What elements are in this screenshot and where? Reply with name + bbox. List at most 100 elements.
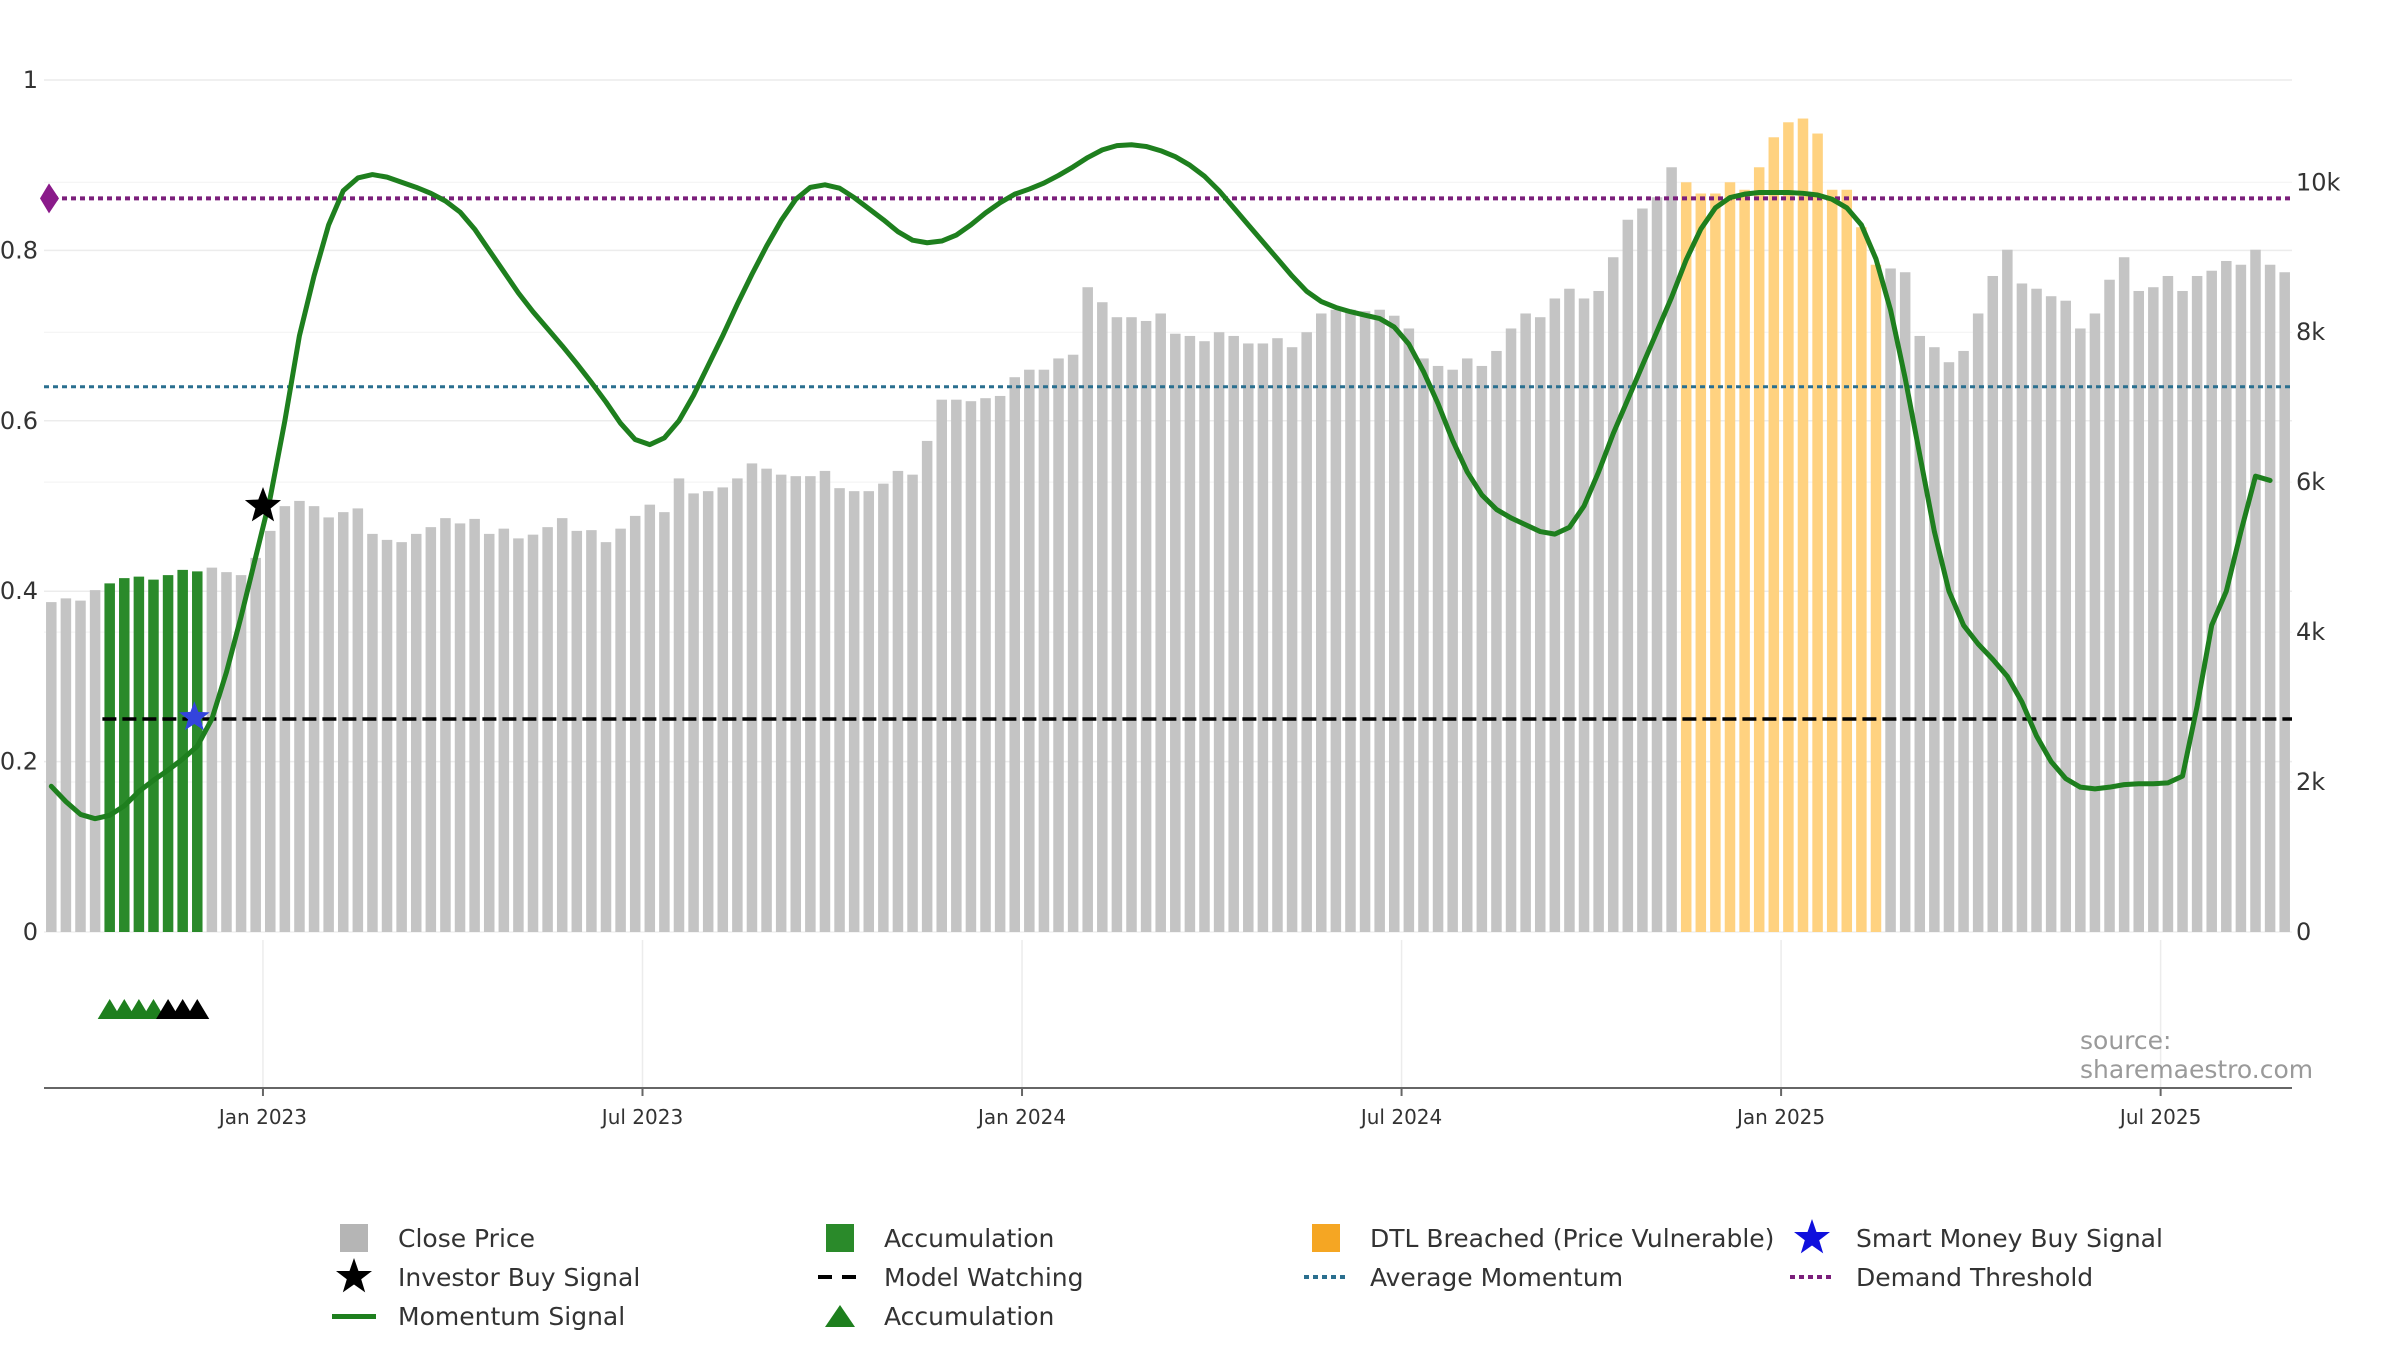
price-bar — [1549, 298, 1561, 932]
price-bar — [1461, 358, 1473, 932]
price-bar — [717, 487, 729, 932]
price-bar — [498, 528, 510, 932]
price-bar — [2250, 249, 2261, 932]
price-bar — [75, 600, 86, 932]
price-bar — [965, 401, 977, 933]
smart-money-buy-signal-marker — [179, 701, 210, 731]
price-bar — [396, 542, 407, 932]
price-bar — [1389, 315, 1400, 932]
price-bar — [221, 572, 232, 932]
price-bar — [1447, 369, 1458, 932]
price-bar — [235, 575, 247, 932]
price-bar — [1330, 309, 1342, 932]
left-axis-tick-label: 0.4 — [0, 577, 38, 605]
price-bar — [2235, 264, 2247, 932]
price-bar — [819, 470, 831, 932]
dtl-breached-bar — [1841, 189, 1853, 932]
price-bar — [367, 533, 378, 932]
price-bar — [1534, 317, 1546, 933]
investor-buy-signal-marker — [244, 487, 281, 522]
price-bar — [629, 515, 641, 932]
price-bar — [425, 527, 437, 932]
price-bar — [323, 517, 334, 932]
price-bar — [1301, 332, 1312, 932]
price-bar — [775, 474, 787, 932]
price-bar — [848, 491, 860, 932]
right-axis-tick-label: 8k — [2296, 318, 2325, 346]
price-bar — [1155, 313, 1166, 933]
accumulation-bar — [133, 576, 145, 932]
price-bar — [513, 538, 524, 932]
price-bar — [1987, 275, 1999, 933]
price-bar — [586, 530, 597, 932]
x-axis-tick-label: Jan 2023 — [217, 1105, 307, 1129]
price-bar — [1126, 317, 1137, 933]
accumulation-bar — [177, 569, 188, 932]
dtl-breached-bar — [1797, 118, 1809, 932]
price-bar — [907, 474, 918, 932]
price-bar — [673, 478, 685, 932]
price-bar — [600, 542, 612, 932]
price-bar — [1316, 313, 1327, 933]
price-bar — [790, 476, 802, 932]
price-bar — [2031, 288, 2042, 932]
accumulation-bar — [119, 578, 130, 932]
price-bar — [556, 518, 568, 932]
dtl-breached-bar — [1768, 137, 1780, 932]
price-bar — [1067, 354, 1079, 933]
right-axis-tick-label: 0 — [2296, 918, 2311, 946]
dtl-breached-bar — [1680, 182, 1692, 933]
price-bar — [805, 476, 816, 932]
accumulation-bar — [148, 579, 159, 932]
dtl-breached-bar — [1724, 182, 1736, 933]
price-bar — [1024, 369, 1035, 932]
price-bar — [2002, 249, 2013, 932]
price-bar — [994, 395, 1006, 933]
price-bar — [1038, 369, 1050, 932]
left-axis-tick-label: 1 — [23, 66, 38, 94]
price-bar — [2104, 279, 2115, 932]
price-bar — [1199, 341, 1210, 933]
accumulation-bar — [192, 571, 203, 932]
price-bar — [265, 530, 276, 932]
price-bar — [2133, 290, 2144, 932]
price-bar — [1491, 350, 1502, 932]
price-bar — [542, 527, 553, 932]
price-bar — [206, 567, 218, 932]
price-bar — [89, 590, 101, 932]
x-axis-tick-label: Jul 2023 — [600, 1105, 683, 1129]
dtl-breached-bar — [1870, 264, 1882, 932]
dtl-breached-bar — [1753, 167, 1765, 932]
demand-threshold-marker — [40, 183, 59, 214]
x-axis-tick-label: Jul 2025 — [2118, 1105, 2201, 1129]
price-bar — [352, 508, 364, 932]
price-bar — [732, 478, 743, 932]
price-bar — [1009, 377, 1020, 933]
right-axis-tick-label: 6k — [2296, 468, 2325, 496]
price-bar — [1140, 320, 1152, 932]
price-bar — [1359, 311, 1371, 932]
price-bar — [337, 512, 349, 932]
price-bar — [1272, 338, 1283, 932]
price-bar — [1374, 309, 1385, 932]
price-bar — [454, 523, 466, 932]
price-bar — [2191, 275, 2203, 933]
momentum-signal-line — [48, 142, 2273, 822]
price-bar — [1520, 313, 1531, 933]
price-bar — [2016, 283, 2028, 932]
accumulation-bar — [162, 575, 174, 932]
price-bar — [746, 463, 758, 932]
price-bar — [761, 468, 772, 932]
price-bar — [571, 530, 583, 932]
price-bar — [1476, 365, 1488, 932]
model-watching-triangle — [185, 999, 210, 1019]
dtl-breached-bar — [1739, 189, 1750, 932]
price-bar — [2075, 328, 2086, 932]
price-bar — [1943, 362, 1955, 932]
close-price-bars — [46, 118, 2290, 933]
left-axis-tick-label: 0.8 — [0, 236, 38, 264]
price-bar — [2279, 272, 2290, 932]
price-bar — [1228, 335, 1239, 933]
price-bar — [1053, 358, 1064, 932]
